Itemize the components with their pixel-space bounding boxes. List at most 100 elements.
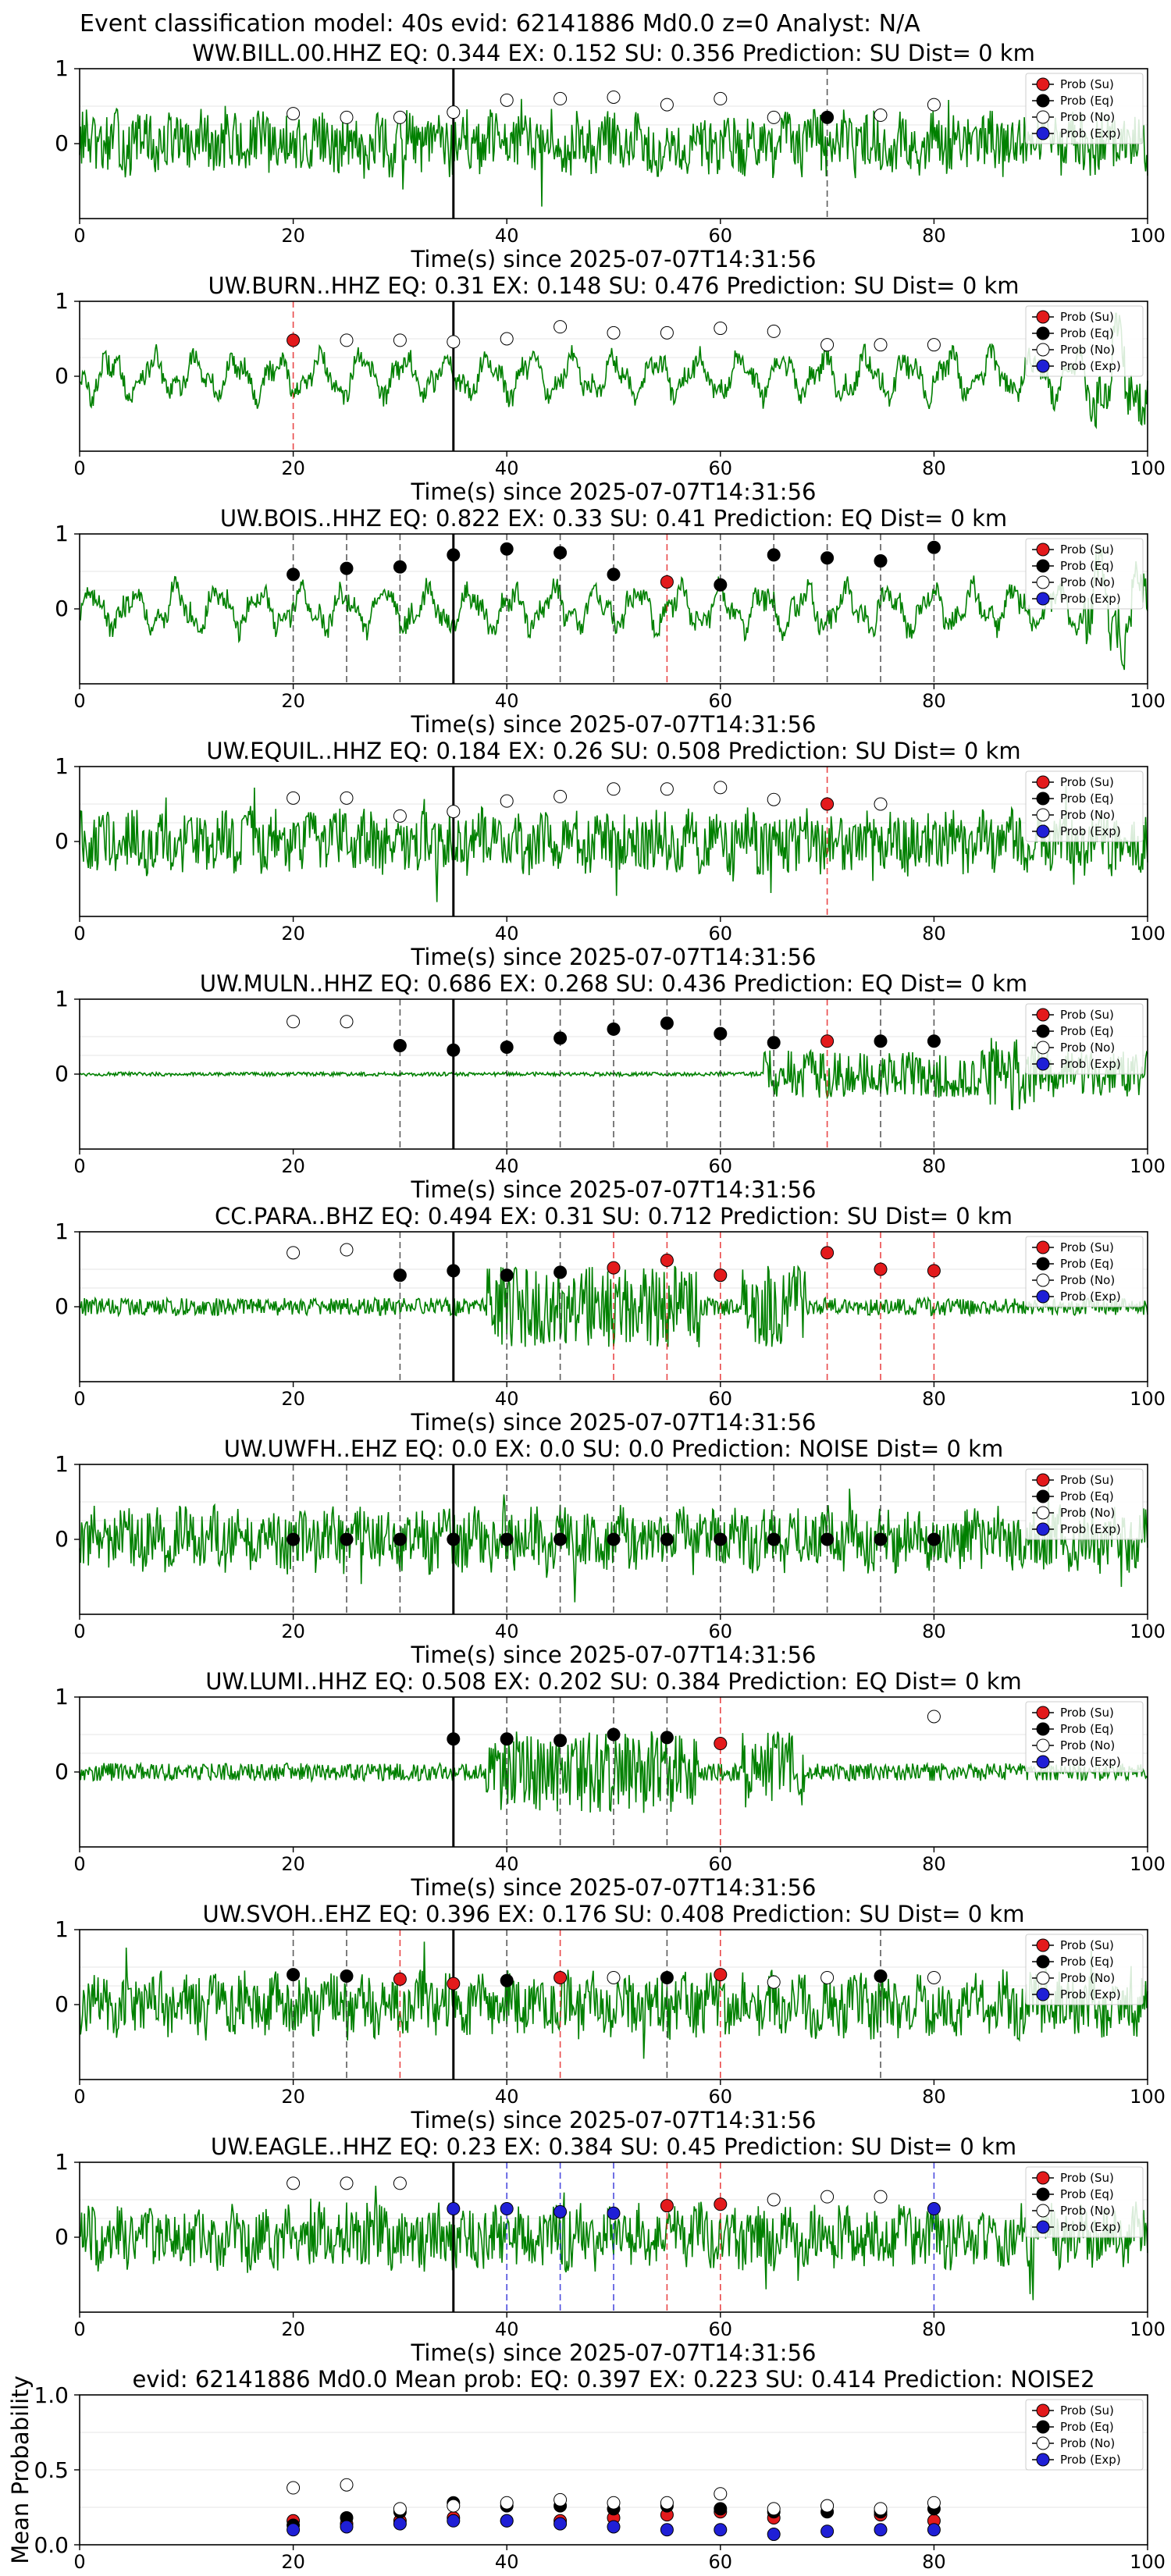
- probability-marker: [660, 98, 674, 112]
- probability-marker: [393, 110, 407, 124]
- legend-box: [1025, 1934, 1144, 2005]
- probability-marker: [660, 1253, 674, 1267]
- x-tick-label: 0: [73, 1853, 85, 1875]
- probability-marker: [820, 2190, 835, 2204]
- probability-marker: [874, 1034, 888, 1048]
- legend-marker-no: [1036, 1041, 1050, 1055]
- mean-marker-no: [820, 2499, 835, 2513]
- probability-marker: [500, 1268, 514, 1283]
- y-tick-label: 1: [55, 2149, 69, 2175]
- y-tick-label: 0: [55, 1759, 69, 1784]
- legend-box: [1025, 305, 1144, 377]
- x-tick-label: 40: [495, 225, 519, 247]
- legend-marker-no: [1036, 1738, 1050, 1752]
- legend-label-eq: Prob (Eq): [1060, 792, 1114, 806]
- probability-marker: [500, 1532, 514, 1546]
- legend-label-eq: Prob (Eq): [1060, 1722, 1114, 1736]
- probability-marker: [820, 110, 835, 124]
- legend-marker-no: [1036, 575, 1050, 589]
- probability-marker: [287, 107, 301, 121]
- mean-marker-exp: [607, 2520, 621, 2534]
- x-axis-label: Time(s) since 2025-07-07T14:31:56: [411, 944, 817, 970]
- y-tick-label: 1: [55, 1451, 69, 1477]
- legend-marker-no: [1036, 1506, 1050, 1520]
- legend-label-eq: Prob (Eq): [1060, 1955, 1114, 1969]
- probability-marker: [340, 791, 354, 805]
- probability-marker: [553, 1734, 568, 1748]
- legend-marker-no: [1036, 110, 1050, 124]
- y-tick-label: 0: [55, 2224, 69, 2250]
- x-tick-label: 20: [281, 457, 305, 479]
- probability-marker: [874, 797, 888, 811]
- x-tick-label: 100: [1130, 2551, 1166, 2573]
- legend-label-exp: Prob (Exp): [1060, 1290, 1121, 1304]
- x-tick-label: 100: [1130, 2318, 1166, 2340]
- legend-marker-eq: [1036, 1722, 1050, 1736]
- mean-marker-no: [927, 2496, 941, 2510]
- mean-marker-exp: [393, 2517, 407, 2531]
- x-tick-label: 0: [73, 690, 85, 712]
- x-tick-label: 60: [709, 1388, 733, 1410]
- mean-marker-exp: [820, 2524, 835, 2539]
- mean-marker-eq: [714, 2502, 728, 2516]
- probability-marker: [287, 1532, 301, 1546]
- legend-label-exp: Prob (Exp): [1060, 2453, 1121, 2467]
- legend-label-eq: Prob (Eq): [1060, 2187, 1114, 2201]
- probability-marker: [553, 1532, 568, 1546]
- mean-probability-panel: evid: 62141886 Md0.0 Mean prob: EQ: 0.39…: [7, 2366, 1166, 2573]
- probability-marker: [607, 568, 621, 582]
- panel-title: UW.BOIS..HHZ EQ: 0.822 EX: 0.33 SU: 0.41…: [220, 505, 1007, 532]
- probability-marker: [553, 546, 568, 560]
- probability-marker: [500, 2202, 514, 2216]
- x-tick-label: 40: [495, 1621, 519, 1642]
- legend-label-no: Prob (No): [1060, 808, 1115, 822]
- legend-label-eq: Prob (Eq): [1060, 94, 1114, 108]
- probability-marker: [820, 1246, 835, 1260]
- probability-marker: [767, 1532, 781, 1546]
- probability-marker: [820, 1970, 835, 1984]
- probability-marker: [820, 551, 835, 565]
- legend-marker-su: [1036, 1240, 1050, 1254]
- probability-marker: [927, 98, 941, 112]
- panel-title: UW.EAGLE..HHZ EQ: 0.23 EX: 0.384 SU: 0.4…: [211, 2133, 1016, 2160]
- probability-marker: [820, 797, 835, 811]
- probability-marker: [607, 1261, 621, 1275]
- x-tick-label: 80: [922, 457, 946, 479]
- legend-box: [1025, 2166, 1144, 2238]
- y-tick-label: 1: [55, 1219, 69, 1244]
- probability-marker: [874, 1969, 888, 1984]
- x-tick-label: 80: [922, 923, 946, 945]
- y-tick-label: 1: [55, 288, 69, 314]
- probability-marker: [714, 1737, 728, 1751]
- y-axis-label: Mean Probability: [7, 2375, 34, 2564]
- probability-marker: [447, 805, 461, 819]
- x-tick-label: 0: [73, 923, 85, 945]
- probability-marker: [447, 1976, 461, 1991]
- x-tick-label: 40: [495, 1388, 519, 1410]
- legend-label-no: Prob (No): [1060, 110, 1115, 124]
- legend-box: [1025, 1236, 1144, 1308]
- y-tick-label: 1.0: [34, 2382, 69, 2408]
- x-tick-label: 100: [1130, 923, 1166, 945]
- legend-marker-eq: [1036, 792, 1050, 806]
- probability-marker: [927, 1532, 941, 1546]
- y-tick-label: 1: [55, 986, 69, 1012]
- legend-label-exp: Prob (Exp): [1060, 2220, 1121, 2234]
- legend-marker-su: [1036, 775, 1050, 789]
- probability-marker: [767, 110, 781, 124]
- probability-marker: [714, 1268, 728, 1283]
- legend-label-su: Prob (Su): [1060, 1240, 1114, 1254]
- x-tick-label: 100: [1130, 2086, 1166, 2108]
- legend-box: [1025, 73, 1144, 144]
- station-panel-5: UW.MULN..HHZ EQ: 0.686 EX: 0.268 SU: 0.4…: [55, 970, 1166, 1203]
- y-tick-label: 0: [55, 363, 69, 389]
- probability-marker: [340, 1969, 354, 1984]
- legend-label-no: Prob (No): [1060, 343, 1115, 357]
- panel-title: WW.BILL.00.HHZ EQ: 0.344 EX: 0.152 SU: 0…: [192, 40, 1035, 66]
- x-tick-label: 0: [73, 1388, 85, 1410]
- probability-marker: [660, 2199, 674, 2213]
- legend-label-exp: Prob (Exp): [1060, 1987, 1121, 2001]
- mean-marker-exp: [553, 2517, 568, 2531]
- station-panel-1: WW.BILL.00.HHZ EQ: 0.344 EX: 0.152 SU: 0…: [55, 40, 1166, 272]
- legend-marker-exp: [1036, 359, 1050, 373]
